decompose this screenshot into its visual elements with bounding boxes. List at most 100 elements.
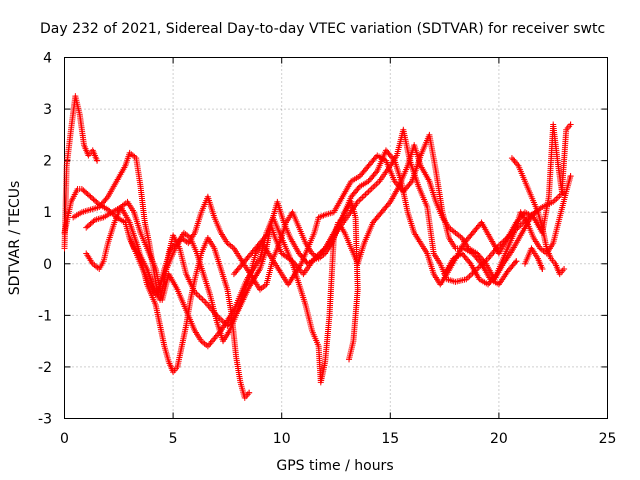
data-point — [246, 389, 253, 396]
data-point — [212, 334, 219, 341]
data-point — [492, 272, 499, 279]
y-tick-label: 1 — [43, 205, 52, 221]
x-tick-label: 15 — [381, 431, 399, 447]
y-tick-label: 2 — [43, 154, 52, 170]
data-point — [365, 188, 372, 195]
data-point — [356, 197, 363, 204]
data-point — [80, 187, 87, 194]
data-point — [513, 258, 520, 265]
data-point — [539, 265, 546, 272]
chart-title: Day 232 of 2021, Sidereal Day-to-day VTE… — [40, 21, 605, 37]
data-point — [390, 156, 397, 163]
data-point — [553, 195, 560, 202]
data-point — [218, 316, 225, 323]
data-point — [83, 189, 90, 196]
series-trace-8 — [441, 173, 574, 288]
data-point — [198, 295, 205, 302]
data-point — [512, 159, 519, 166]
data-point — [346, 356, 353, 363]
data-point — [81, 188, 88, 195]
data-point — [90, 196, 97, 203]
data-point — [512, 259, 519, 266]
data-point — [373, 181, 380, 188]
data-point — [374, 179, 381, 186]
data-point — [367, 187, 374, 194]
data-point — [83, 224, 90, 231]
y-tick-label: 4 — [43, 51, 52, 67]
y-tick-label: -1 — [38, 308, 52, 324]
series-trace-6 — [126, 193, 361, 363]
data-point — [567, 173, 574, 180]
data-point — [481, 259, 488, 266]
y-tick-label: 0 — [43, 257, 52, 273]
data-point — [199, 296, 206, 303]
data-point — [466, 259, 473, 266]
y-axis-label: SDTVAR / TECUs — [7, 181, 23, 296]
x-axis-label: GPS time / hours — [276, 458, 393, 474]
data-point — [373, 169, 380, 176]
data-point — [104, 206, 111, 213]
y-tick-label: -2 — [38, 360, 52, 376]
data-point — [554, 194, 561, 201]
data-point — [357, 195, 364, 202]
data-point — [561, 265, 568, 272]
data-point — [90, 218, 97, 225]
series-trace-5 — [83, 204, 253, 401]
data-point — [78, 186, 85, 193]
data-point — [87, 193, 94, 200]
data-point — [511, 158, 518, 165]
x-tick-label: 5 — [169, 431, 178, 447]
data-point — [89, 219, 96, 226]
data-point — [211, 335, 218, 342]
x-tick-label: 0 — [60, 431, 69, 447]
axis-ticks: 0 5 10 15 20 25 -3 -2 -1 0 1 2 3 4 — [38, 51, 616, 448]
data-point — [103, 195, 110, 202]
data-point — [370, 184, 377, 191]
data-series — [61, 93, 574, 401]
grid — [64, 57, 608, 419]
data-point — [194, 292, 201, 299]
data-point — [196, 293, 203, 300]
data-point — [91, 197, 98, 204]
data-point — [407, 179, 414, 186]
data-point — [84, 223, 91, 230]
data-point — [84, 191, 91, 198]
data-point — [201, 297, 208, 304]
data-point — [93, 198, 100, 205]
series-trace-10 — [521, 245, 546, 272]
data-point — [208, 338, 215, 345]
data-point — [87, 220, 94, 227]
series-trace-1 — [61, 93, 101, 252]
series-trace-7 — [230, 121, 574, 288]
data-point — [368, 185, 375, 192]
x-tick-label: 20 — [490, 431, 508, 447]
data-point — [359, 194, 366, 201]
x-tick-label: 10 — [273, 431, 291, 447]
data-point — [364, 190, 371, 197]
series-trace-9 — [508, 155, 568, 278]
data-point — [466, 273, 473, 280]
y-tick-label: 3 — [43, 102, 52, 118]
data-point — [360, 193, 367, 200]
data-point — [320, 246, 327, 253]
data-point — [557, 191, 564, 198]
data-point — [86, 192, 93, 199]
data-point — [210, 337, 217, 344]
data-point — [386, 200, 393, 207]
series-trace-3 — [70, 131, 520, 345]
data-point — [371, 182, 378, 189]
data-point — [508, 155, 515, 162]
data-point — [206, 341, 213, 348]
data-point — [264, 231, 271, 238]
data-point — [567, 121, 574, 128]
data-point — [510, 156, 517, 163]
x-tick-label: 25 — [599, 431, 617, 447]
y-tick-label: -3 — [38, 412, 52, 428]
data-point — [94, 157, 101, 164]
data-point — [86, 222, 93, 229]
data-point — [89, 195, 96, 202]
data-point — [355, 184, 362, 191]
data-point — [362, 191, 369, 198]
